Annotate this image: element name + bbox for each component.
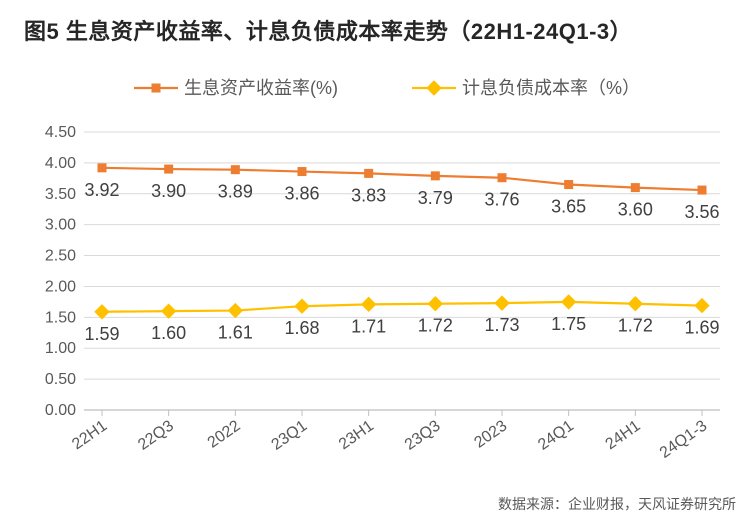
svg-text:1.71: 1.71 xyxy=(351,316,386,336)
svg-text:1.73: 1.73 xyxy=(484,315,519,335)
svg-text:24Q1-3: 24Q1-3 xyxy=(657,417,711,462)
chart-area: 0.00 0.50 1.00 1.50 2.00 2.50 3.00 3.50 4.00 4.50… xyxy=(24,70,730,490)
svg-text:1.60: 1.60 xyxy=(151,323,186,343)
svg-text:1.75: 1.75 xyxy=(551,314,586,334)
data-source: 数据来源：企业财报，天风证券研究所 xyxy=(498,494,736,514)
svg-text:3.90: 3.90 xyxy=(151,181,186,201)
svg-text:1.69: 1.69 xyxy=(684,318,719,338)
svg-text:3.65: 3.65 xyxy=(551,197,586,217)
svg-text:3.83: 3.83 xyxy=(351,185,386,205)
svg-text:3.50: 3.50 xyxy=(45,186,76,203)
svg-text:2023: 2023 xyxy=(471,417,510,451)
svg-text:3.56: 3.56 xyxy=(684,202,719,222)
svg-text:4.50: 4.50 xyxy=(45,124,76,141)
svg-text:4.00: 4.00 xyxy=(45,155,76,172)
svg-text:0.50: 0.50 xyxy=(45,371,76,388)
svg-text:24H1: 24H1 xyxy=(603,417,644,453)
svg-text:1.61: 1.61 xyxy=(218,323,253,343)
svg-text:3.60: 3.60 xyxy=(618,200,653,220)
svg-text:1.00: 1.00 xyxy=(45,340,76,357)
svg-text:1.68: 1.68 xyxy=(284,318,319,338)
svg-text:1.59: 1.59 xyxy=(84,324,119,344)
svg-text:2.00: 2.00 xyxy=(45,278,76,295)
svg-text:3.92: 3.92 xyxy=(84,180,119,200)
svg-text:23Q1: 23Q1 xyxy=(268,417,310,453)
svg-text:2022: 2022 xyxy=(205,417,244,451)
svg-text:3.00: 3.00 xyxy=(45,217,76,234)
svg-text:2.50: 2.50 xyxy=(45,248,76,265)
svg-text:23H1: 23H1 xyxy=(336,417,377,453)
svg-text:22H1: 22H1 xyxy=(69,417,110,453)
line-chart: 0.00 0.50 1.00 1.50 2.00 2.50 3.00 3.50 4.00 4.50… xyxy=(24,70,730,490)
svg-text:3.89: 3.89 xyxy=(218,182,253,202)
chart-title: 图5 生息资产收益率、计息负债成本率走势（22H1-24Q1-3） xyxy=(24,14,632,46)
svg-text:计息负债成本率（%）: 计息负债成本率（%） xyxy=(462,78,640,98)
svg-text:23Q3: 23Q3 xyxy=(402,417,444,453)
svg-text:24Q1: 24Q1 xyxy=(535,417,577,453)
svg-text:22Q3: 22Q3 xyxy=(135,417,177,453)
svg-text:3.76: 3.76 xyxy=(484,190,519,210)
svg-text:3.86: 3.86 xyxy=(284,184,319,204)
svg-text:1.72: 1.72 xyxy=(418,316,453,336)
svg-text:1.72: 1.72 xyxy=(618,316,653,336)
svg-text:0.00: 0.00 xyxy=(45,402,76,419)
svg-text:生息资产收益率(%): 生息资产收益率(%) xyxy=(184,78,338,98)
svg-text:3.79: 3.79 xyxy=(418,188,453,208)
svg-text:1.50: 1.50 xyxy=(45,309,76,326)
